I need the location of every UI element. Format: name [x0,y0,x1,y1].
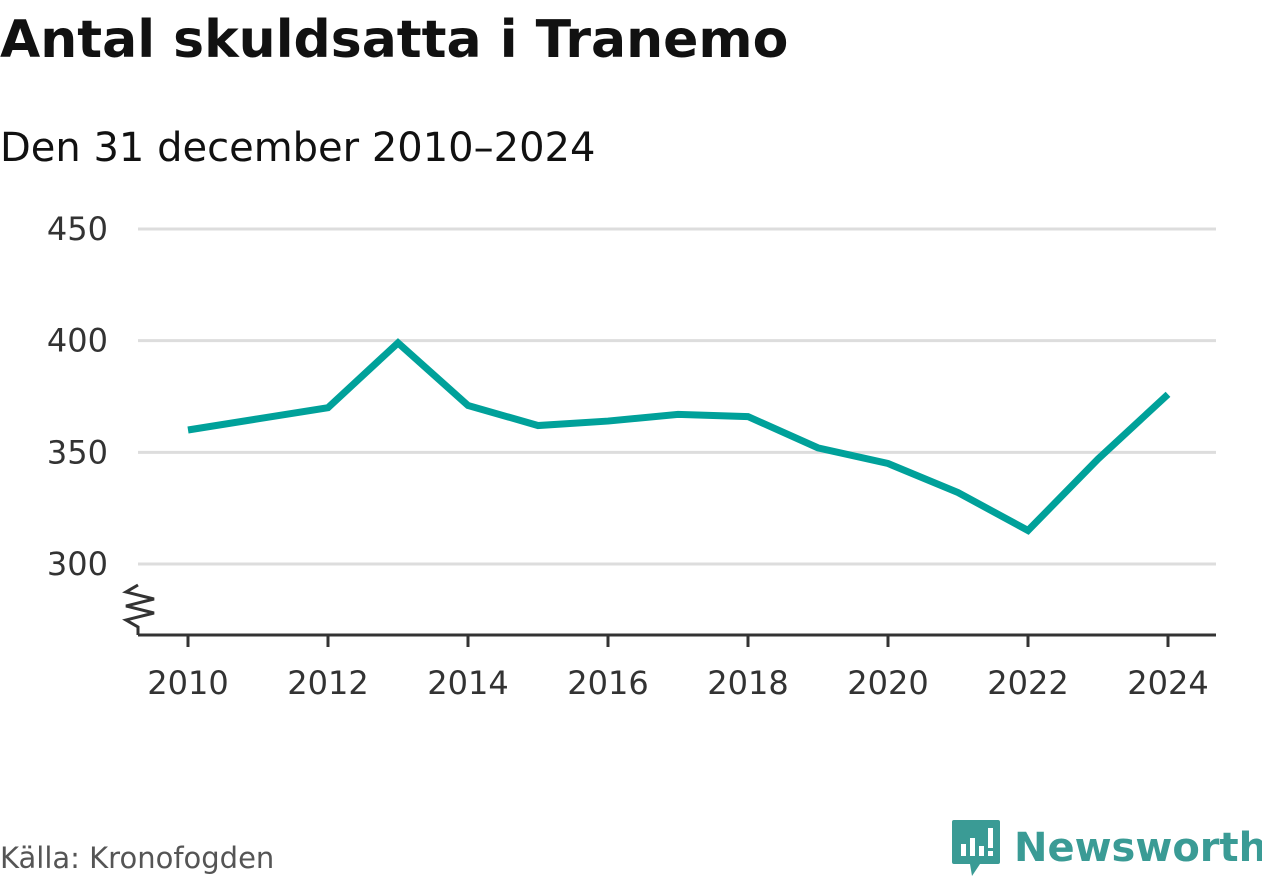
brand-logo: Newsworthy [950,818,1262,878]
label-layer: 300 350 400 450 2010 2012 2014 2016 2018 2020 2022… [47,210,1209,702]
x-tick-label: 2024 [1127,664,1208,702]
x-tick-label: 2014 [427,664,508,702]
x-tick-label: 2010 [147,664,228,702]
grid-layer [138,227,1216,566]
x-tick-label: 2016 [567,664,648,702]
axis-layer [122,583,1216,647]
series-layer [187,338,1171,535]
x-tick-label: 2020 [847,664,928,702]
y-tick-label: 350 [47,433,108,471]
brand-name: Newsworthy [1014,825,1262,871]
chart-title: Antal skuldsatta i Tranemo [0,10,789,70]
x-tick-label: 2022 [987,664,1068,702]
y-axis-break-marker [122,583,155,635]
x-tick-label: 2012 [287,664,368,702]
y-tick-label: 400 [47,322,108,360]
y-tick-label: 450 [47,210,108,248]
x-tick-label: 2018 [707,664,788,702]
series-line [187,338,1171,535]
y-tick-label: 300 [47,545,108,583]
newsworthy-logo-icon [952,820,1000,876]
source-note: Källa: Kronofogden [0,841,275,875]
chart-subtitle: Den 31 december 2010–2024 [0,125,596,171]
